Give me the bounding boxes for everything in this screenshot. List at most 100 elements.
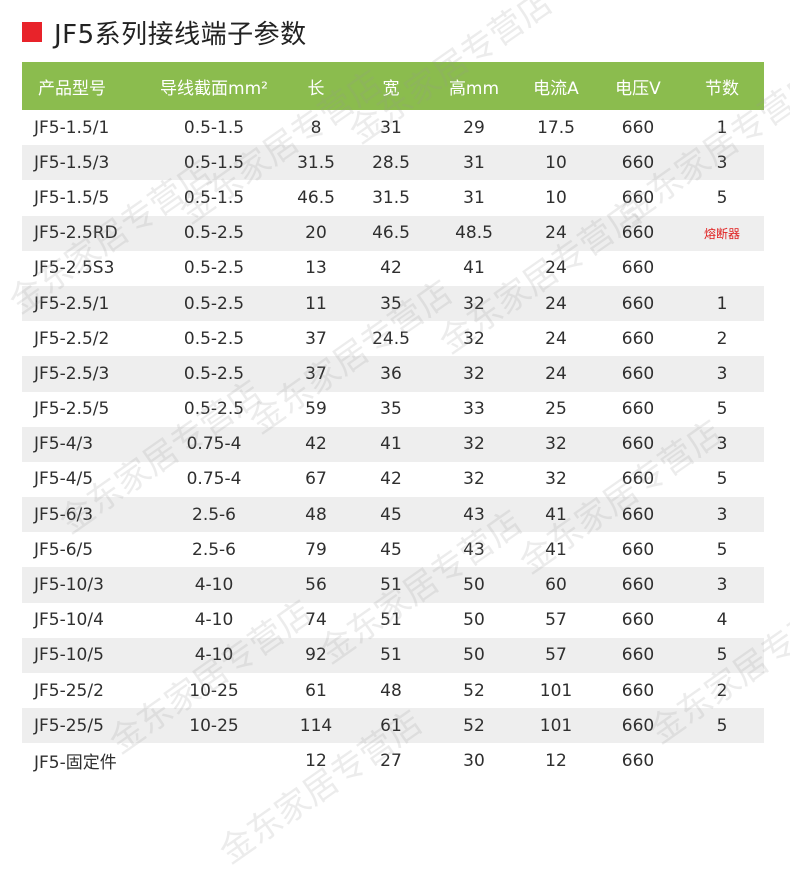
cell-height: 50 bbox=[463, 645, 485, 666]
cell-wire-section: 0.5-1.5 bbox=[183, 187, 245, 208]
cell-model: JF5-25/2 bbox=[34, 680, 104, 701]
cell-current: 101 bbox=[539, 715, 573, 736]
cell-current: 24 bbox=[545, 293, 567, 314]
cell-voltage: 660 bbox=[621, 575, 655, 596]
cell-voltage: 660 bbox=[621, 680, 655, 701]
table-row: JF5-25/2 10-25 61 48 52 101 660 2 bbox=[22, 673, 764, 708]
cell-voltage: 660 bbox=[621, 117, 655, 138]
cell-length: 37 bbox=[305, 363, 327, 384]
table-row: JF5-2.5S3 0.5-2.5 13 42 41 24 660 bbox=[22, 251, 764, 286]
cell-sections bbox=[680, 251, 764, 286]
cell-wire-section: 0.5-1.5 bbox=[183, 117, 245, 138]
cell-model: JF5-10/4 bbox=[34, 610, 104, 631]
cell-length: 46.5 bbox=[297, 187, 335, 208]
cell-model: JF5-10/5 bbox=[34, 645, 104, 666]
cell-width: 35 bbox=[380, 399, 402, 420]
cell-length: 92 bbox=[305, 645, 327, 666]
cell-current: 32 bbox=[545, 469, 567, 490]
cell-wire-section: 4-10 bbox=[194, 575, 234, 596]
cell-current: 41 bbox=[545, 504, 567, 525]
cell-voltage: 660 bbox=[621, 750, 655, 771]
table-row: JF5-固定件 12 27 30 12 660 bbox=[22, 743, 764, 778]
cell-height: 43 bbox=[463, 504, 485, 525]
cell-current: 32 bbox=[545, 434, 567, 455]
cell-sections: 3 bbox=[716, 363, 728, 384]
cell-voltage: 660 bbox=[621, 187, 655, 208]
red-square-icon bbox=[22, 22, 42, 42]
header-width: 宽 bbox=[382, 78, 400, 99]
title-bar: JF5系列接线端子参数 bbox=[22, 14, 307, 50]
cell-width: 31 bbox=[380, 117, 402, 138]
cell-width: 51 bbox=[380, 575, 402, 596]
cell-voltage: 660 bbox=[621, 152, 655, 173]
cell-width: 35 bbox=[380, 293, 402, 314]
cell-height: 32 bbox=[463, 469, 485, 490]
cell-length: 8 bbox=[310, 117, 322, 138]
cell-wire-section: 0.5-2.5 bbox=[183, 258, 245, 279]
cell-height: 52 bbox=[463, 715, 485, 736]
table-body: JF5-1.5/1 0.5-1.5 8 31 29 17.5 660 1 JF5-1.5/3 0.… bbox=[22, 110, 764, 779]
cell-width: 61 bbox=[380, 715, 402, 736]
table-row: JF5-1.5/5 0.5-1.5 46.5 31.5 31 10 660 5 bbox=[22, 180, 764, 215]
cell-sections: 5 bbox=[716, 539, 728, 560]
cell-voltage: 660 bbox=[621, 399, 655, 420]
cell-height: 52 bbox=[463, 680, 485, 701]
cell-length: 48 bbox=[305, 504, 327, 525]
cell-current: 17.5 bbox=[537, 117, 575, 138]
cell-width: 27 bbox=[380, 750, 402, 771]
cell-width: 45 bbox=[380, 539, 402, 560]
cell-width: 46.5 bbox=[372, 223, 410, 244]
cell-current: 24 bbox=[545, 328, 567, 349]
cell-model: JF5-6/5 bbox=[34, 539, 94, 560]
cell-wire-section bbox=[146, 743, 282, 778]
cell-wire-section: 0.75-4 bbox=[186, 469, 242, 490]
cell-current: 10 bbox=[545, 152, 567, 173]
cell-sections bbox=[680, 743, 764, 778]
table-row: JF5-2.5RD 0.5-2.5 20 46.5 48.5 24 660 熔断器 bbox=[22, 215, 764, 251]
cell-wire-section: 10-25 bbox=[189, 680, 239, 701]
cell-length: 13 bbox=[305, 258, 327, 279]
cell-voltage: 660 bbox=[621, 715, 655, 736]
header-length: 长 bbox=[307, 78, 325, 99]
cell-length: 42 bbox=[305, 434, 327, 455]
cell-model: JF5-6/3 bbox=[34, 504, 94, 525]
cell-voltage: 660 bbox=[621, 610, 655, 631]
cell-height: 29 bbox=[463, 117, 485, 138]
table-row: JF5-2.5/3 0.5-2.5 37 36 32 24 660 3 bbox=[22, 356, 764, 392]
table-row: JF5-6/5 2.5-6 79 45 43 41 660 5 bbox=[22, 532, 764, 567]
cell-wire-section: 2.5-6 bbox=[192, 504, 236, 525]
table-row: JF5-2.5/2 0.5-2.5 37 24.5 32 24 660 2 bbox=[22, 321, 764, 356]
cell-width: 41 bbox=[380, 434, 402, 455]
header-height: 高mm bbox=[448, 78, 500, 99]
table-row: JF5-25/5 10-25 114 61 52 101 660 5 bbox=[22, 708, 764, 744]
cell-length: 37 bbox=[305, 328, 327, 349]
cell-sections: 5 bbox=[716, 187, 728, 208]
cell-width: 24.5 bbox=[372, 328, 410, 349]
cell-length: 67 bbox=[305, 469, 327, 490]
cell-model: JF5-1.5/5 bbox=[34, 187, 110, 208]
table-row: JF5-4/5 0.75-4 67 42 32 32 660 5 bbox=[22, 462, 764, 497]
table-row: JF5-2.5/5 0.5-2.5 59 35 33 25 660 5 bbox=[22, 392, 764, 427]
cell-width: 42 bbox=[380, 258, 402, 279]
cell-length: 56 bbox=[305, 575, 327, 596]
cell-current: 41 bbox=[545, 539, 567, 560]
cell-length: 31.5 bbox=[297, 152, 335, 173]
cell-model: JF5-2.5/1 bbox=[34, 293, 110, 314]
cell-current: 24 bbox=[545, 363, 567, 384]
cell-height: 32 bbox=[463, 293, 485, 314]
cell-height: 43 bbox=[463, 539, 485, 560]
page-title: JF5系列接线端子参数 bbox=[54, 19, 307, 50]
table-row: JF5-10/5 4-10 92 51 50 57 660 5 bbox=[22, 637, 764, 673]
cell-voltage: 660 bbox=[621, 504, 655, 525]
cell-current: 24 bbox=[545, 223, 567, 244]
cell-voltage: 660 bbox=[621, 539, 655, 560]
cell-height: 30 bbox=[463, 750, 485, 771]
cell-sections: 5 bbox=[716, 469, 728, 490]
cell-voltage: 660 bbox=[621, 469, 655, 490]
cell-model: JF5-10/3 bbox=[34, 575, 104, 596]
cell-model: JF5-25/5 bbox=[34, 715, 104, 736]
cell-sections: 5 bbox=[716, 645, 728, 666]
table-row: JF5-10/3 4-10 56 51 50 60 660 3 bbox=[22, 567, 764, 603]
cell-sections: 3 bbox=[716, 434, 728, 455]
cell-model: JF5-2.5S3 bbox=[34, 258, 115, 279]
